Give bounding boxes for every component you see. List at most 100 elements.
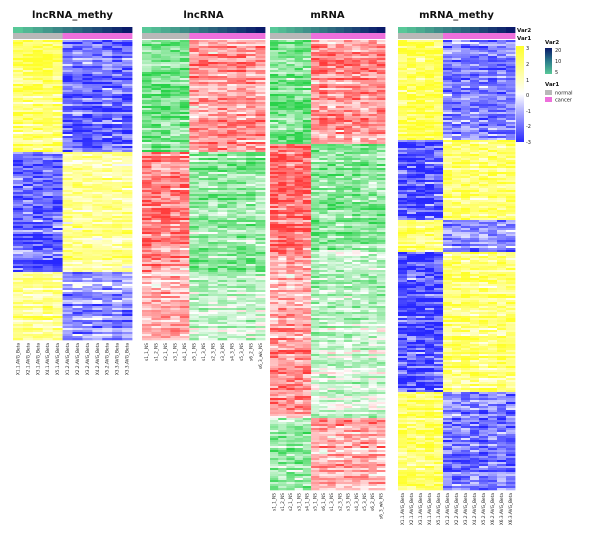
heat-cell [246,314,256,317]
heat-cell [227,310,238,313]
var2-annotation-cell [189,27,200,33]
heat-cell [198,206,209,209]
heat-cell [335,122,345,125]
heat-cell [92,106,103,109]
heat-cell [122,140,133,143]
heat-cell [189,230,200,233]
heat-cell [122,234,133,237]
heat-cell [236,230,247,233]
heat-cell [198,266,209,269]
heat-cell [352,200,361,203]
heat-cell [246,80,256,83]
heat-cell [208,180,219,183]
heat-cell [52,322,63,325]
heat-cell [278,192,287,195]
heat-cell [327,196,337,199]
heat-cell [122,236,133,239]
heat-cell [22,66,34,69]
heat-cell [311,66,320,69]
heat-cell [208,42,219,45]
heat-cell [208,242,219,245]
heat-cell [92,212,103,215]
heatmap-cells [270,40,386,491]
heat-cell [246,130,256,133]
heat-cell [92,98,103,101]
heat-cell [198,62,209,65]
heat-cell [92,136,103,139]
heat-cell [343,130,353,133]
heat-cell [62,74,73,77]
heat-cell [343,56,353,59]
heat-cell [142,120,152,123]
heat-cell [236,264,247,267]
heat-cell [198,336,209,339]
heat-cell [122,184,133,187]
heat-cell [22,238,34,241]
heat-cell [236,308,247,311]
heat-cell [179,212,190,215]
heat-cell [179,202,190,205]
heat-cell [142,106,152,109]
heat-cell [72,286,83,289]
heat-cell [42,140,54,143]
heat-cell [302,52,312,55]
heat-cell [122,282,133,285]
heat-cell [170,62,181,65]
heat-cell [376,174,386,177]
heat-cell [302,86,312,89]
heat-cell [142,234,152,237]
heat-cell [151,216,162,219]
heat-cell [42,290,54,293]
heat-cell [319,168,328,171]
heat-cell [352,178,361,181]
heat-cell [179,228,190,231]
heat-cell [102,98,113,101]
heat-cell [217,272,228,275]
heat-cell [62,322,73,325]
heat-cell [286,64,296,67]
heat-cell [343,200,353,203]
heat-cell [52,294,63,297]
heat-cell [42,146,54,149]
heat-cell [62,198,73,201]
heat-cell [62,78,73,81]
heat-cell [179,160,190,163]
heat-cell [13,284,24,287]
heat-cell [122,318,133,321]
heat-cell [112,260,123,263]
heat-cell [360,150,369,153]
heat-cell [102,282,113,285]
heat-cell [42,320,54,323]
heat-cell [189,60,200,63]
heat-cell [255,148,266,151]
heat-cell [208,84,219,87]
heat-cell [122,314,133,317]
heat-cell [142,70,152,73]
heat-cell [42,82,54,85]
heat-cell [42,208,54,211]
heat-cell [352,102,361,105]
heat-cell [72,172,83,175]
heat-cell [217,232,228,235]
column-label: s5_1_NS [192,343,198,361]
heat-cell [246,320,256,323]
heat-cell [302,104,312,107]
heat-cell [227,176,238,179]
heat-cell [72,274,83,277]
heat-cell [102,186,113,189]
heat-cell [217,262,228,265]
heat-cell [92,96,103,99]
heat-cell [217,264,228,267]
heat-cell [236,182,247,185]
heat-cell [343,72,353,75]
heat-cell [72,222,83,225]
heat-cell [217,108,228,111]
heat-cell [62,324,73,327]
heat-cell [112,116,123,119]
heat-cell [72,310,83,313]
heat-cell [189,72,200,75]
heat-cell [198,74,209,77]
heat-cell [62,300,73,303]
heat-cell [112,242,123,245]
heat-cell [151,68,162,71]
